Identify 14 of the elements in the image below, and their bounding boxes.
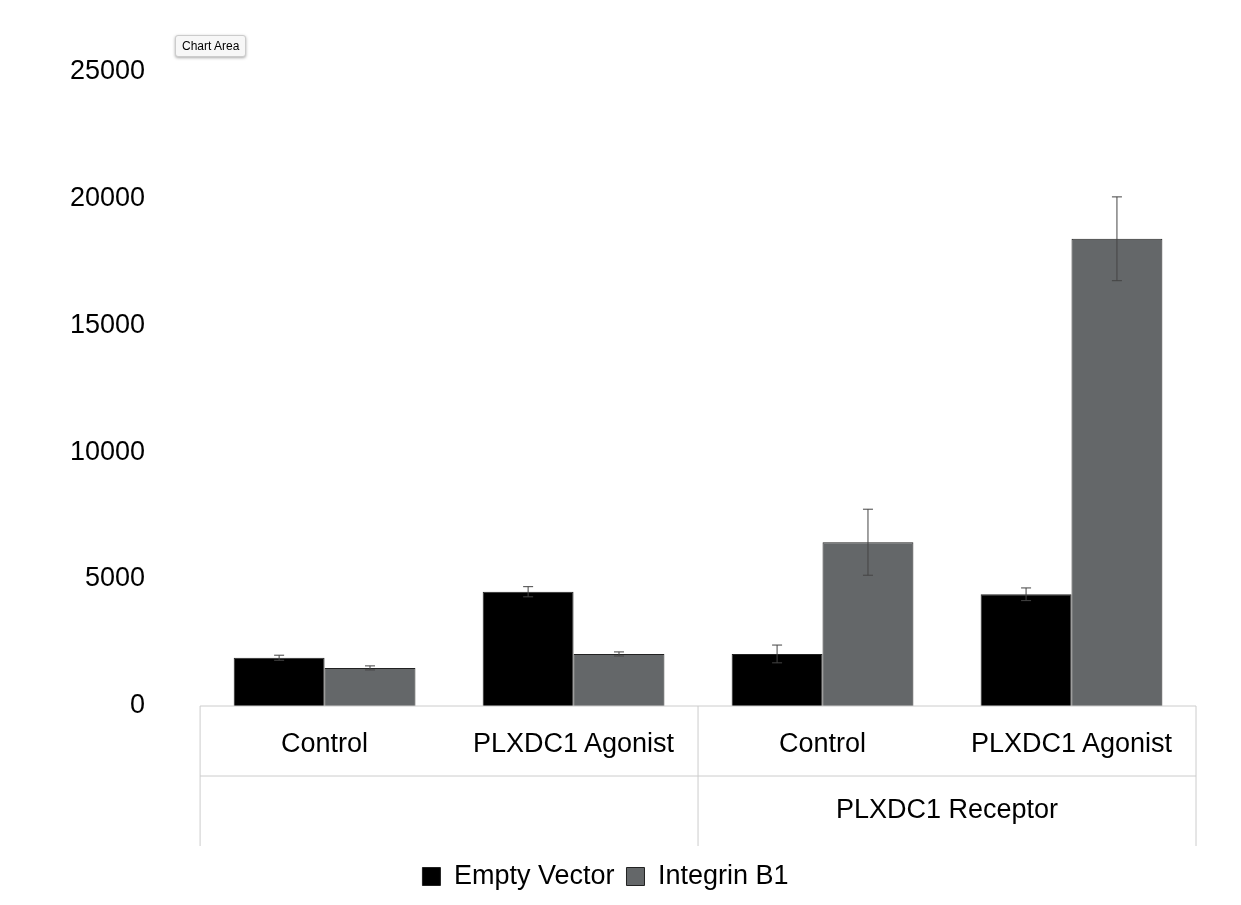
legend-label: Integrin B1 xyxy=(657,859,789,890)
x-tick-label: PLXDC1 Agonist xyxy=(970,727,1173,758)
y-tick-label: 20000 xyxy=(69,181,146,212)
x-tick-label: Control xyxy=(779,727,867,758)
y-tick-label: 0 xyxy=(130,689,146,720)
tooltip-box: Chart Area xyxy=(175,35,247,57)
y-tick-label: 25000 xyxy=(69,54,146,85)
legend-label: Empty Vector xyxy=(453,859,615,890)
y-tick-label: 15000 xyxy=(69,308,146,339)
x-tick-label: PLXDC1 Agonist xyxy=(472,727,675,758)
x-tick-label: Control xyxy=(281,727,369,758)
y-tick-label: 10000 xyxy=(69,435,146,466)
text: PLXDC1 Receptor xyxy=(835,794,1059,825)
y-tick-label: 5000 xyxy=(85,562,146,593)
